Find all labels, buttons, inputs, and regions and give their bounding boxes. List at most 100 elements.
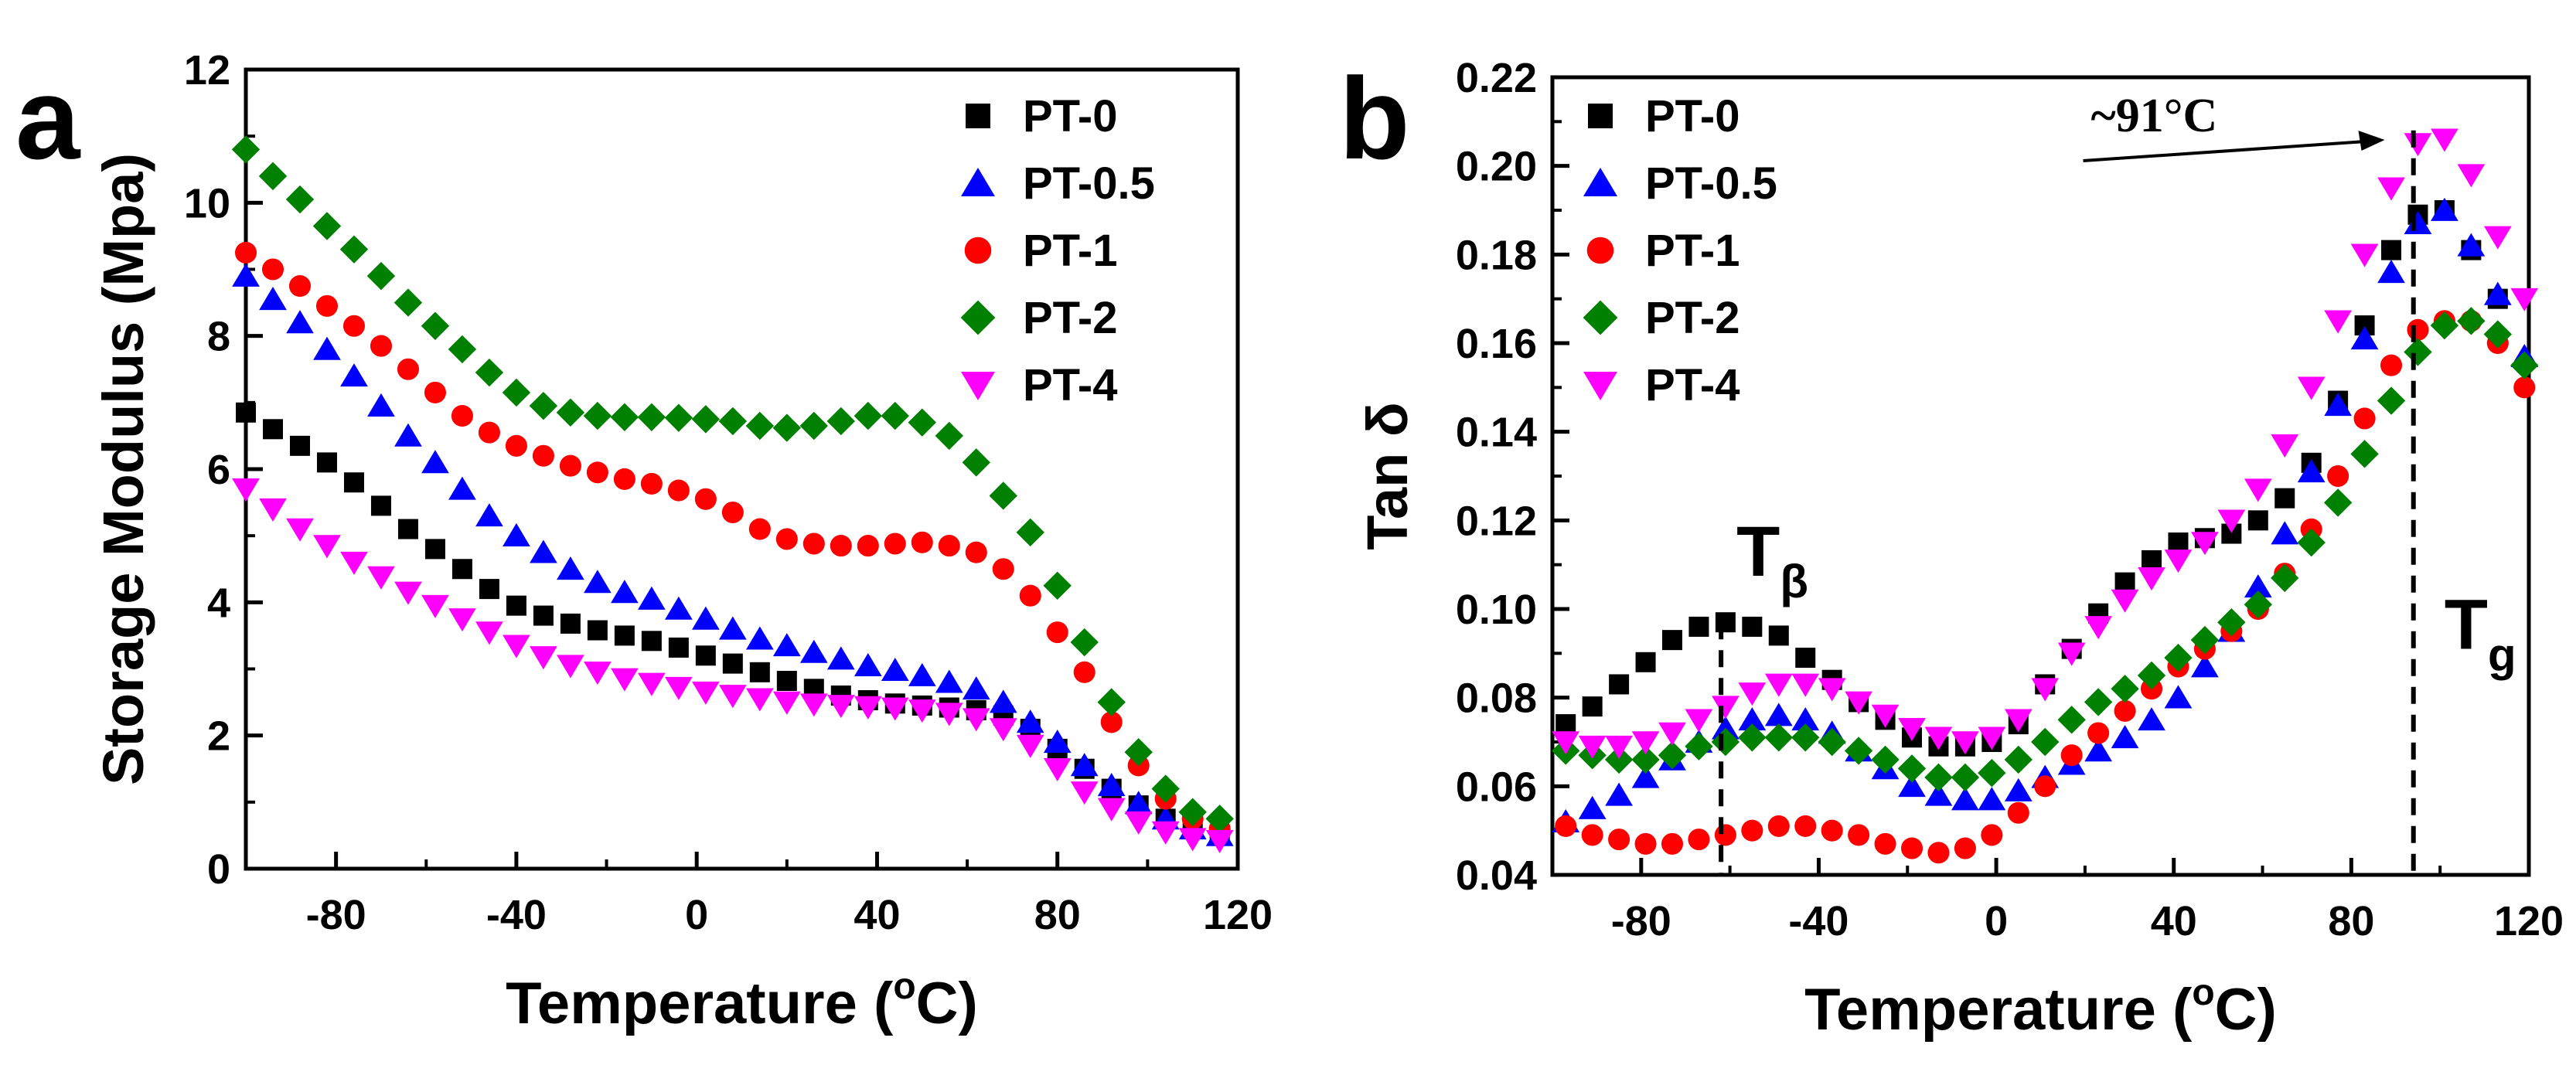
legend-label: PT-4: [1023, 360, 1118, 410]
data-point: [1764, 723, 1793, 752]
data-point: [262, 419, 283, 440]
data-point: [1555, 714, 1576, 735]
data-point: [2060, 744, 2083, 767]
data-point: [424, 381, 446, 403]
data-point: [1578, 735, 1607, 759]
data-point: [965, 541, 987, 563]
data-point: [1605, 735, 1633, 759]
data-point: [911, 531, 933, 553]
data-point: [421, 311, 450, 340]
data-point: [367, 393, 395, 417]
data-point: [1714, 824, 1736, 846]
x-tick-label: -80: [1611, 898, 1671, 944]
data-point: [1951, 731, 1979, 755]
panel-a: a -80 -40 0 40 80 120 0 2 4 6 8 10 12 Temperature (oC)…: [15, 47, 1273, 1036]
data-point: [1552, 731, 1580, 755]
data-point: [1924, 763, 1953, 792]
data-point: [288, 275, 312, 298]
data-point: [2380, 354, 2403, 376]
data-point: [854, 401, 882, 430]
data-point: [614, 625, 635, 646]
legend-entry: PT-4: [1583, 360, 1740, 410]
data-point: [962, 448, 990, 477]
data-point: [1019, 584, 1041, 607]
data-point: [583, 401, 612, 430]
data-point: [908, 699, 936, 723]
data-point: [2084, 688, 2113, 716]
data-point: [802, 532, 825, 555]
x-tick-label: 0: [1985, 898, 2008, 944]
data-point: [2483, 226, 2512, 250]
data-point: [1712, 696, 1739, 720]
y-tick-label: 0: [207, 846, 230, 893]
legend-label: PT-0.5: [1645, 158, 1777, 209]
data-point: [475, 358, 504, 387]
y-tick-label: 4: [207, 580, 230, 626]
data-point: [1631, 745, 1660, 774]
data-point: [1874, 832, 1896, 855]
x-tick-label: 120: [1203, 892, 1273, 938]
data-point: [2217, 608, 2246, 637]
data-point: [1738, 723, 1767, 752]
panel-letter: b: [1339, 53, 1410, 183]
data-point: [1151, 774, 1180, 803]
data-point: [881, 657, 909, 682]
data-point: [745, 411, 775, 441]
data-point: [2191, 654, 2219, 678]
y-tick-label: 0.22: [1456, 55, 1537, 101]
data-point: [2111, 725, 2139, 749]
data-point: [2483, 281, 2512, 305]
data-point: [2007, 801, 2029, 824]
x-tick-label: 120: [2494, 898, 2564, 944]
data-point: [1845, 691, 1872, 715]
data-point: [962, 708, 990, 732]
legend-entry: PT-1: [1586, 226, 1740, 276]
data-point: [610, 668, 639, 692]
data-point: [560, 613, 581, 634]
data-point: [1742, 616, 1763, 637]
data-point: [1043, 730, 1072, 754]
data-point: [506, 595, 526, 616]
data-point: [1978, 726, 2006, 750]
data-point: [397, 519, 418, 539]
data-point: [610, 403, 639, 431]
data-point: [236, 402, 256, 423]
data-point: [530, 646, 557, 670]
data-point: [1016, 709, 1044, 733]
data-point: [232, 263, 260, 287]
data-point: [2217, 509, 2246, 533]
data-point: [285, 185, 315, 214]
data-point: [1631, 764, 1660, 788]
data-point: [259, 498, 287, 522]
data-point: [718, 407, 748, 436]
legend-marker: [961, 372, 995, 400]
data-point: [637, 586, 666, 610]
data-point: [2323, 488, 2353, 517]
data-point: [772, 633, 801, 657]
data-point: [938, 535, 960, 557]
data-point: [826, 646, 855, 670]
legend-entry: PT-2: [1583, 293, 1740, 343]
data-point: [2513, 376, 2536, 399]
data-point: [722, 653, 743, 674]
peak-arrow-shaft: [2083, 139, 2377, 162]
y-tick-label: 6: [207, 447, 230, 493]
data-point: [826, 407, 855, 436]
data-point: [1741, 819, 1763, 842]
data-point: [854, 696, 882, 720]
data-point: [881, 401, 909, 430]
data-point: [1794, 815, 1817, 837]
data-point: [2404, 133, 2432, 157]
data-point: [2084, 616, 2113, 640]
data-point: [1871, 745, 1900, 774]
data-point: [2457, 164, 2486, 188]
data-point: [1898, 717, 1926, 742]
data-point: [421, 594, 449, 618]
data-point: [505, 434, 527, 457]
data-point: [2084, 738, 2113, 762]
data-point: [1604, 745, 1634, 774]
legend-entry: PT-4: [961, 360, 1118, 410]
legend-marker: [1583, 372, 1617, 400]
legend-label: PT-1: [1645, 226, 1740, 276]
data-point: [1900, 837, 1923, 859]
